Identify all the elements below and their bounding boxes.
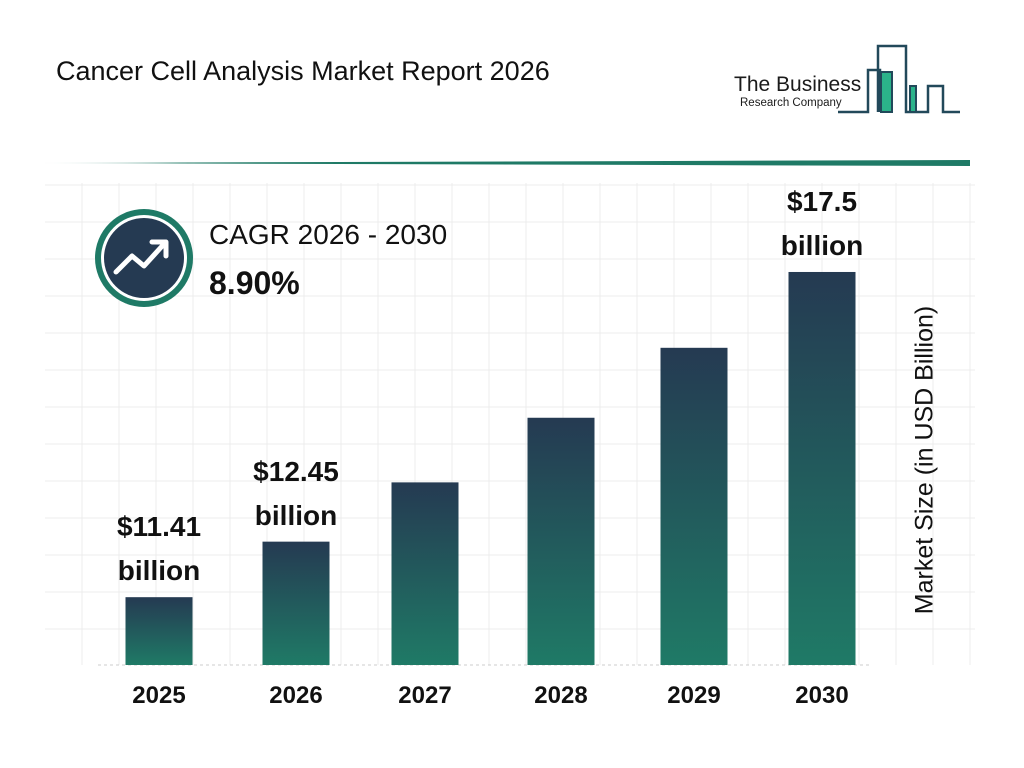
header-divider (40, 160, 970, 166)
x-tick-label: 2026 (269, 682, 323, 709)
bar-2030 (788, 271, 856, 665)
data-label: $11.41 billion (89, 505, 229, 593)
data-label-unit: billion (117, 555, 201, 587)
data-label-amount: $12.45 (253, 455, 339, 487)
company-logo: The Business Research Company (728, 44, 968, 116)
trending-up-icon (95, 209, 193, 307)
data-label-amount: $11.41 (116, 511, 202, 543)
x-tick-label: 2027 (398, 682, 452, 709)
logo-bars-icon (838, 44, 960, 114)
bar-2026 (262, 541, 330, 665)
logo-line1: The Business (734, 73, 862, 96)
cagr-value: 8.90% (209, 265, 300, 301)
data-label: $17.5 billion (752, 180, 892, 268)
bar-2027 (391, 482, 459, 665)
bar-2029 (660, 347, 728, 665)
data-label-unit: billion (780, 229, 864, 261)
x-tick-label: 2025 (132, 682, 186, 709)
data-label-unit: billion (254, 499, 338, 531)
page-title: Cancer Cell Analysis Market Report 2026 (56, 56, 550, 86)
bar-2028 (527, 417, 595, 665)
cagr-label: CAGR 2026 - 2030 (209, 219, 448, 250)
data-label-amount: $17.5 (786, 185, 858, 217)
data-label: $12.45 billion (226, 450, 366, 538)
x-tick-label: 2028 (534, 682, 588, 709)
x-tick-label: 2029 (667, 682, 721, 709)
bar-2025 (125, 597, 193, 665)
x-tick-label: 2030 (795, 682, 849, 709)
y-axis-label: Market Size (in USD Billion) (910, 305, 939, 615)
logo-line2: Research Company (740, 97, 842, 109)
